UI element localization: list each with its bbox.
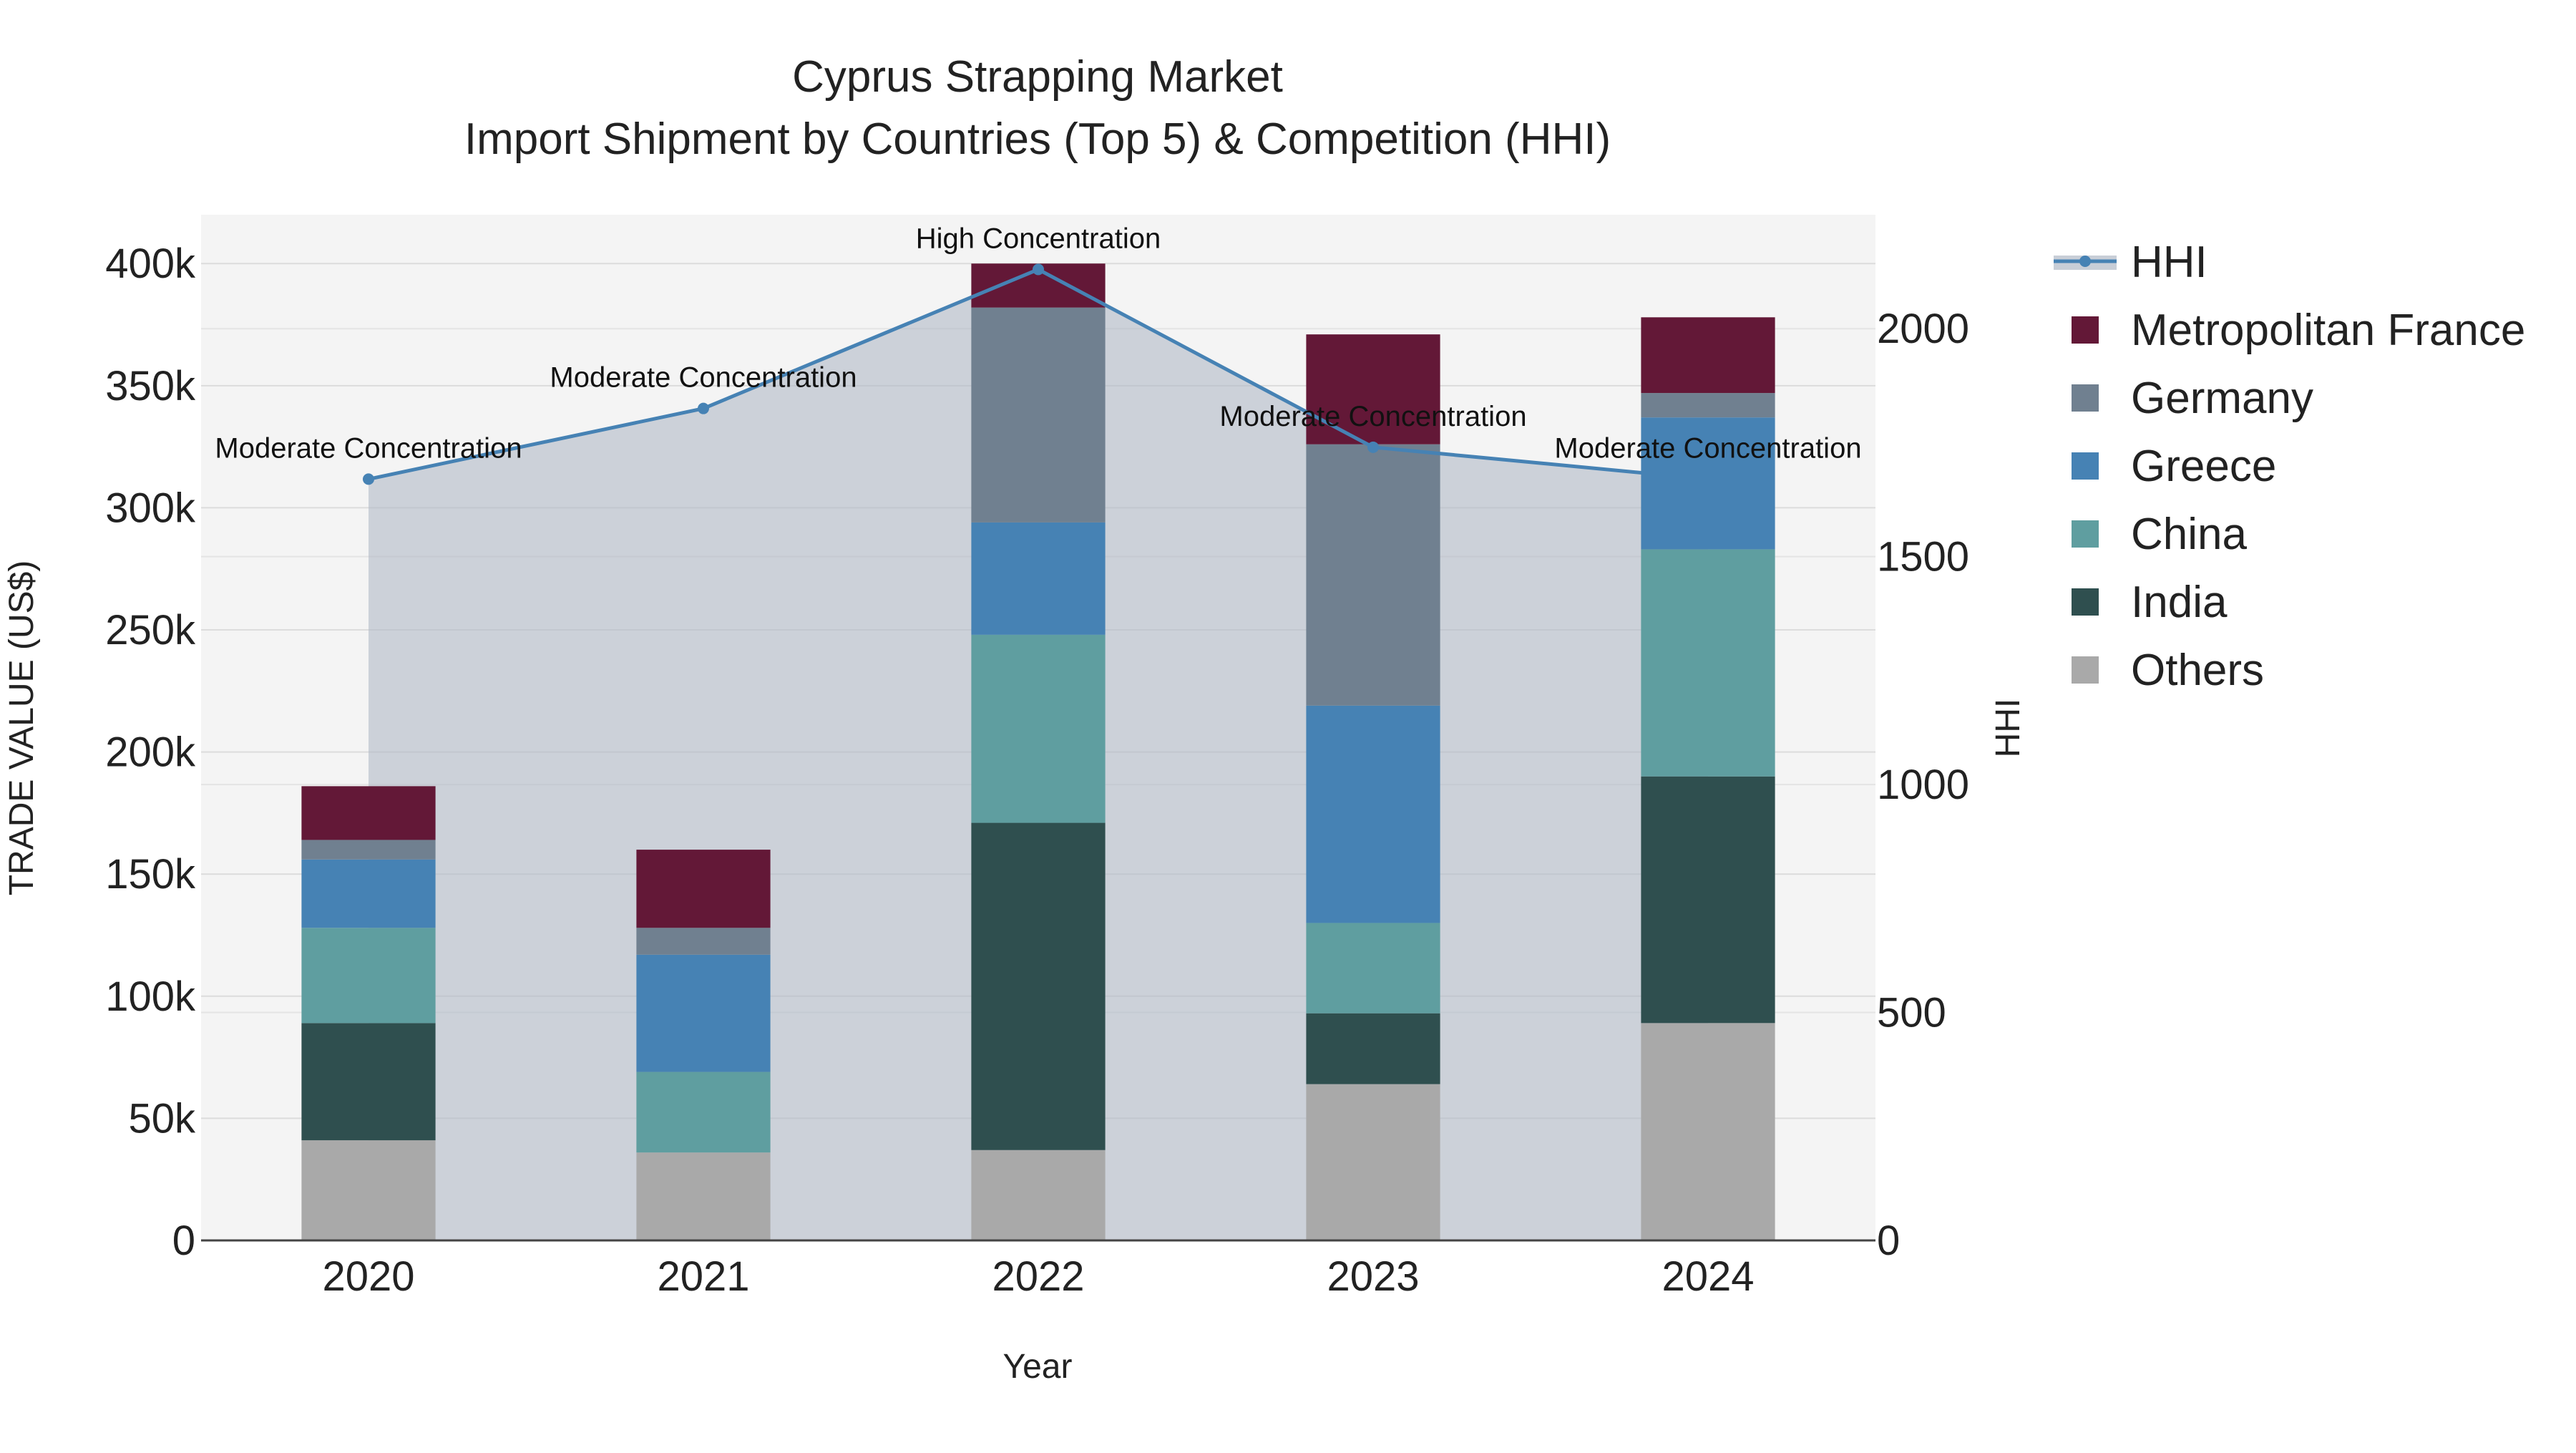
bar-metropolitan-france-2023	[1306, 334, 1440, 444]
y2-axis-ticks: 0 500 1000 1500 2000	[1877, 306, 1969, 1264]
bar-india-2023	[1306, 1013, 1440, 1084]
x-axis-title: Year	[1003, 1348, 1073, 1386]
bar-greece-2022	[971, 522, 1106, 635]
hhi-annotation-2021: Moderate Concentration	[550, 362, 857, 394]
y2-tick-label: 0	[1877, 1218, 1900, 1264]
legend-label-india: India	[2131, 578, 2228, 627]
bar-china-2022	[971, 634, 1106, 823]
bar-others-2022	[971, 1150, 1106, 1240]
hhi-annotation-2022: High Concentration	[916, 223, 1161, 254]
bar-metropolitan-france-2024	[1641, 317, 1775, 394]
legend-label-germany: Germany	[2131, 374, 2313, 423]
hhi-annotation-2023: Moderate Concentration	[1219, 401, 1526, 432]
legend-swatch-china	[2072, 520, 2099, 548]
legend: HHI Metropolitan France Germany Greece China…	[2054, 238, 2525, 695]
bar-china-2020	[301, 928, 436, 1024]
bar-germany-2024	[1641, 393, 1775, 418]
bar-others-2024	[1641, 1023, 1775, 1240]
hhi-point-2024	[1702, 473, 1714, 485]
y-tick-label: 150k	[105, 851, 196, 898]
bar-others-2021	[636, 1152, 771, 1240]
y-tick-label: 250k	[105, 607, 196, 653]
bar-germany-2021	[636, 928, 771, 955]
bar-germany-2023	[1306, 444, 1440, 706]
y-tick-label: 300k	[105, 485, 196, 531]
y2-tick-label: 1500	[1877, 534, 1969, 580]
bars-group	[301, 263, 1775, 1240]
bar-others-2023	[1306, 1084, 1440, 1240]
legend-label-others: Others	[2131, 646, 2264, 695]
bar-metropolitan-france-2021	[636, 850, 771, 928]
legend-swatch-metropolitan-france	[2072, 316, 2099, 344]
bar-greece-2020	[301, 859, 436, 928]
y-tick-label: 50k	[128, 1095, 196, 1142]
chart-subtitle: Import Shipment by Countries (Top 5) & C…	[464, 115, 1611, 164]
y-tick-label: 200k	[105, 729, 196, 776]
bar-greece-2023	[1306, 705, 1440, 923]
legend-swatch-others	[2072, 656, 2099, 684]
y2-axis-title: HHI	[1989, 699, 2027, 758]
hhi-annotation-2020: Moderate Concentration	[215, 432, 522, 464]
y-tick-label: 100k	[105, 973, 196, 1020]
legend-swatch-greece	[2072, 452, 2099, 480]
y2-tick-label: 1000	[1877, 762, 1969, 808]
legend-swatch-germany	[2072, 384, 2099, 412]
hhi-point-2023	[1367, 441, 1379, 453]
y-tick-label: 0	[172, 1218, 195, 1264]
hhi-annotation-2024: Moderate Concentration	[1554, 432, 1861, 464]
bar-metropolitan-france-2020	[301, 786, 436, 840]
legend-label-metropolitan-france: Metropolitan France	[2131, 306, 2525, 355]
bar-india-2024	[1641, 776, 1775, 1024]
legend-label-greece: Greece	[2131, 442, 2276, 491]
hhi-annotations: Moderate Concentration Moderate Concentra…	[215, 223, 1861, 464]
x-tick-label: 2022	[992, 1253, 1084, 1300]
hhi-point-2022	[1033, 263, 1044, 276]
y-tick-label: 350k	[105, 363, 196, 409]
bar-greece-2021	[636, 954, 771, 1072]
bar-china-2021	[636, 1071, 771, 1153]
bar-india-2022	[971, 822, 1106, 1150]
bar-germany-2022	[971, 307, 1106, 523]
y2-tick-label: 500	[1877, 990, 1946, 1036]
legend-label-hhi: HHI	[2131, 238, 2207, 287]
legend-swatch-india	[2072, 588, 2099, 616]
x-tick-label: 2021	[657, 1253, 749, 1300]
y2-tick-label: 2000	[1877, 306, 1969, 352]
bar-germany-2020	[301, 840, 436, 860]
x-tick-label: 2024	[1662, 1253, 1754, 1300]
x-axis-ticks: 2020 2021 2022 2023 2024	[322, 1253, 1754, 1300]
hhi-point-2020	[363, 473, 374, 485]
bar-china-2024	[1641, 549, 1775, 777]
y-axis-ticks: 0 50k 100k 150k 200k 250k 300k 350k 400k	[105, 240, 196, 1264]
hhi-points	[363, 263, 1714, 485]
x-tick-label: 2023	[1327, 1253, 1419, 1300]
bar-china-2023	[1306, 923, 1440, 1014]
y-tick-label: 400k	[105, 240, 196, 287]
legend-label-china: China	[2131, 510, 2248, 559]
bar-india-2020	[301, 1023, 436, 1141]
legend-swatch-hhi-marker	[2079, 256, 2091, 267]
x-tick-label: 2020	[322, 1253, 414, 1300]
y-axis-title: TRADE VALUE (US$)	[3, 560, 41, 896]
bar-others-2020	[301, 1140, 436, 1240]
hhi-point-2021	[698, 402, 709, 414]
chart-title: Cyprus Strapping Market	[792, 52, 1283, 102]
